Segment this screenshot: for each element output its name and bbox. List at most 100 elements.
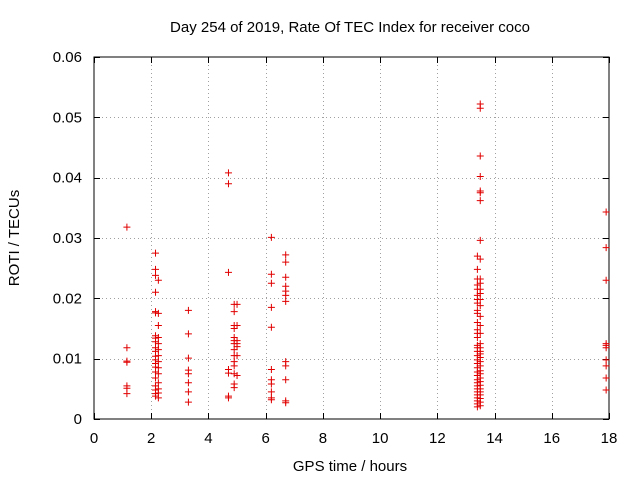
y-tick-labels: 0 0.01 0.02 0.03 0.04 0.05 0.06: [53, 49, 82, 428]
data-point: [184, 398, 192, 406]
x-tick-label: 8: [319, 430, 327, 447]
y-tick-label: 0.03: [53, 230, 82, 247]
data-point: [230, 325, 238, 332]
data-point: [282, 251, 290, 259]
data-point: [267, 380, 275, 388]
data-point: [602, 208, 610, 216]
data-point: [152, 288, 160, 296]
data-point: [602, 356, 610, 364]
data-point: [123, 223, 131, 231]
data-point: [602, 244, 610, 252]
data-point: [602, 386, 610, 394]
y-tick-label: 0.06: [53, 49, 82, 66]
data-point: [154, 370, 162, 378]
chart-title: Day 254 of 2019, Rate Of TEC Index for r…: [170, 19, 530, 36]
data-point: [152, 338, 160, 346]
x-tick-label: 6: [261, 430, 269, 447]
data-point: [602, 374, 610, 382]
plot-frame: [93, 56, 610, 420]
data-point: [476, 255, 484, 263]
x-tick-label: 2: [147, 430, 155, 447]
x-tick-label: 4: [204, 430, 212, 447]
data-point: [123, 358, 131, 366]
data-point: [233, 372, 241, 380]
data-points: [123, 100, 610, 411]
axis-ticks: [94, 57, 610, 420]
data-point: [267, 279, 275, 287]
data-point: [476, 172, 484, 180]
data-point: [184, 354, 192, 362]
data-point: [154, 352, 162, 360]
data-point: [184, 379, 192, 387]
y-tick-label: 0.01: [53, 351, 82, 368]
data-point: [476, 279, 484, 287]
data-point: [152, 249, 160, 257]
data-point: [602, 362, 610, 370]
data-point: [184, 388, 192, 396]
data-point: [267, 303, 275, 311]
y-axis-label: ROTI / TECUs: [6, 190, 23, 286]
y-tick-label: 0.02: [53, 290, 82, 307]
data-point: [230, 346, 238, 354]
data-point: [230, 362, 238, 370]
data-point: [476, 302, 484, 310]
data-point: [233, 300, 241, 308]
data-point: [476, 312, 484, 320]
data-point: [267, 270, 275, 278]
data-point: [282, 399, 290, 407]
data-point: [230, 308, 238, 316]
data-point: [282, 273, 290, 281]
data-point: [602, 276, 610, 284]
data-point: [476, 152, 484, 160]
data-point: [123, 390, 131, 398]
data-point: [224, 369, 232, 377]
data-point: [154, 309, 162, 317]
data-point: [476, 197, 484, 205]
data-point: [473, 309, 481, 317]
data-point: [224, 394, 232, 402]
data-point: [154, 340, 162, 348]
data-point: [154, 364, 162, 372]
data-point: [267, 233, 275, 241]
data-point: [184, 330, 192, 338]
data-point: [476, 402, 484, 410]
data-point: [267, 323, 275, 331]
x-tick-label: 18: [601, 430, 618, 447]
data-point: [154, 346, 162, 354]
data-point: [224, 180, 232, 188]
data-point: [152, 368, 160, 376]
data-point: [476, 104, 484, 112]
data-point: [282, 376, 290, 384]
y-tick-label: 0.05: [53, 109, 82, 126]
data-point: [282, 362, 290, 370]
data-point: [154, 379, 162, 387]
data-point: [230, 370, 238, 378]
data-point: [473, 318, 481, 326]
y-tick-label: 0.04: [53, 170, 82, 187]
data-point: [224, 268, 232, 276]
data-point: [184, 306, 192, 314]
data-point: [152, 265, 160, 273]
data-point: [473, 403, 481, 411]
data-point: [184, 370, 192, 378]
data-point: [473, 252, 481, 260]
data-point: [152, 374, 160, 382]
data-point: [233, 352, 241, 360]
data-point: [123, 344, 131, 352]
data-point: [267, 366, 275, 374]
data-point: [154, 394, 162, 402]
data-point: [476, 290, 484, 298]
grid-lines: [94, 57, 609, 419]
data-point: [230, 384, 238, 392]
data-point: [233, 343, 241, 351]
data-point: [476, 329, 484, 337]
data-point: [282, 297, 290, 305]
data-point: [224, 169, 232, 177]
data-point: [152, 392, 160, 400]
x-tick-label: 12: [429, 430, 446, 447]
x-tick-label: 16: [543, 430, 560, 447]
data-point: [473, 265, 481, 273]
data-point: [154, 276, 162, 284]
data-point: [154, 321, 162, 329]
